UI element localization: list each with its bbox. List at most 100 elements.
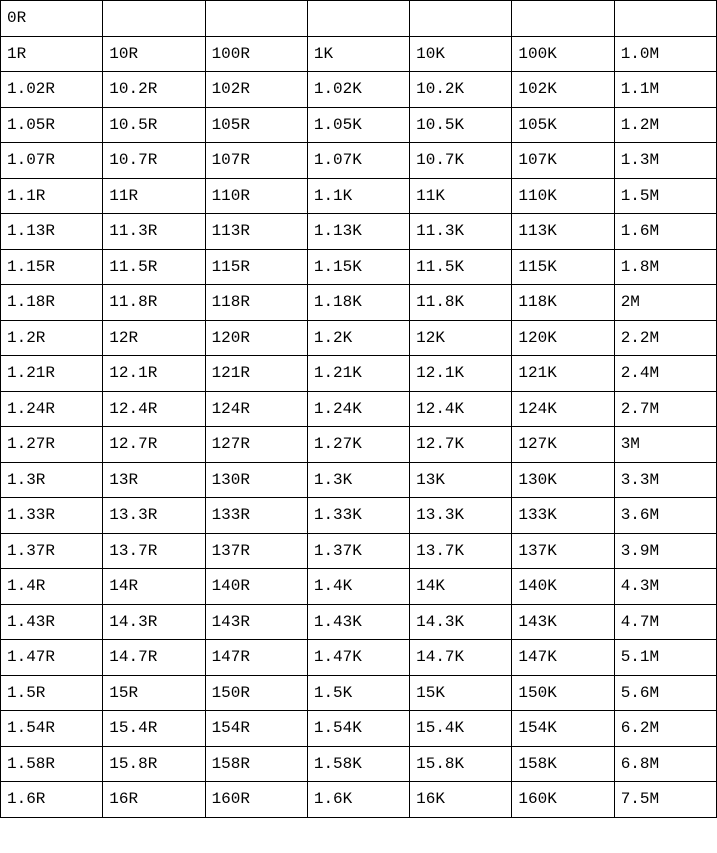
table-cell: 10.2R [103,72,205,108]
table-cell: 100R [205,36,307,72]
table-cell: 1.37K [307,533,409,569]
table-row: 1.37R13.7R137R1.37K13.7K137K3.9M [1,533,717,569]
table-cell: 115R [205,249,307,285]
table-cell: 10.7K [410,143,512,179]
table-cell: 1.2K [307,320,409,356]
table-cell: 3.3M [614,462,716,498]
table-cell: 16K [410,782,512,818]
table-cell: 13R [103,462,205,498]
table-cell: 1.13K [307,214,409,250]
table-row: 0R [1,1,717,37]
table-cell: 133R [205,498,307,534]
table-row: 1R10R100R1K10K100K1.0M [1,36,717,72]
table-row: 1.18R11.8R118R1.18K11.8K118K2M [1,285,717,321]
table-cell: 10.7R [103,143,205,179]
table-cell: 12.4K [410,391,512,427]
table-cell: 1.24R [1,391,103,427]
table-cell: 120K [512,320,614,356]
table-cell: 147K [512,640,614,676]
table-cell: 118R [205,285,307,321]
table-cell: 1.47K [307,640,409,676]
table-cell: 1.02R [1,72,103,108]
table-row: 1.24R12.4R124R1.24K12.4K124K2.7M [1,391,717,427]
table-cell: 14.7R [103,640,205,676]
table-cell: 4.7M [614,604,716,640]
table-cell: 1.5R [1,675,103,711]
table-cell: 113R [205,214,307,250]
table-cell: 1.27K [307,427,409,463]
table-cell: 1.5K [307,675,409,711]
table-cell: 1.8M [614,249,716,285]
table-cell: 1.3M [614,143,716,179]
table-cell: 6.8M [614,746,716,782]
table-cell: 150K [512,675,614,711]
table-row: 1.05R10.5R105R1.05K10.5K105K1.2M [1,107,717,143]
table-cell: 13.7K [410,533,512,569]
table-cell: 12R [103,320,205,356]
table-row: 1.54R15.4R154R1.54K15.4K154K6.2M [1,711,717,747]
table-cell: 12.4R [103,391,205,427]
table-cell: 12K [410,320,512,356]
table-cell: 15.4K [410,711,512,747]
table-cell: 10.5R [103,107,205,143]
table-cell: 1.18R [1,285,103,321]
table-cell: 130R [205,462,307,498]
table-cell: 14.3K [410,604,512,640]
table-cell: 1R [1,36,103,72]
table-cell: 4.3M [614,569,716,605]
table-cell: 137R [205,533,307,569]
table-cell: 110R [205,178,307,214]
table-cell: 107K [512,143,614,179]
table-cell: 1.1M [614,72,716,108]
table-cell: 160R [205,782,307,818]
table-cell: 102K [512,72,614,108]
table-cell: 12.7K [410,427,512,463]
table-cell: 15.8K [410,746,512,782]
table-cell: 1.5M [614,178,716,214]
table-cell [410,1,512,37]
table-cell: 11.3R [103,214,205,250]
table-cell: 1.43R [1,604,103,640]
table-row: 1.5R15R150R1.5K15K150K5.6M [1,675,717,711]
table-cell: 1.6R [1,782,103,818]
table-cell: 143R [205,604,307,640]
table-cell: 12.1R [103,356,205,392]
table-cell: 1.47R [1,640,103,676]
table-row: 1.47R14.7R147R1.47K14.7K147K5.1M [1,640,717,676]
table-cell: 118K [512,285,614,321]
table-cell: 10.2K [410,72,512,108]
table-cell: 1.6K [307,782,409,818]
table-cell: 2M [614,285,716,321]
table-row: 1.33R13.3R133R1.33K13.3K133K3.6M [1,498,717,534]
table-cell: 14.7K [410,640,512,676]
table-cell: 1.58R [1,746,103,782]
table-cell: 2.7M [614,391,716,427]
table-cell: 12.1K [410,356,512,392]
table-cell: 11.5R [103,249,205,285]
table-cell: 1.2R [1,320,103,356]
table-cell: 1.54R [1,711,103,747]
table-cell: 10.5K [410,107,512,143]
table-cell: 1.05R [1,107,103,143]
table-cell: 1.4R [1,569,103,605]
table-cell: 11R [103,178,205,214]
table-row: 1.1R11R110R1.1K11K110K1.5M [1,178,717,214]
table-cell: 5.1M [614,640,716,676]
table-cell: 1.1R [1,178,103,214]
table-row: 1.07R10.7R107R1.07K10.7K107K1.3M [1,143,717,179]
table-cell: 1.0M [614,36,716,72]
table-cell: 1.4K [307,569,409,605]
table-cell: 140R [205,569,307,605]
table-cell: 121R [205,356,307,392]
table-row: 1.4R14R140R1.4K14K140K4.3M [1,569,717,605]
table-cell [205,1,307,37]
table-cell: 11.8K [410,285,512,321]
table-cell: 6.2M [614,711,716,747]
table-cell: 100K [512,36,614,72]
table-cell: 14.3R [103,604,205,640]
table-body: 0R1R10R100R1K10K100K1.0M1.02R10.2R102R1.… [1,1,717,818]
table-cell: 160K [512,782,614,818]
table-cell: 113K [512,214,614,250]
table-cell: 133K [512,498,614,534]
table-cell: 137K [512,533,614,569]
